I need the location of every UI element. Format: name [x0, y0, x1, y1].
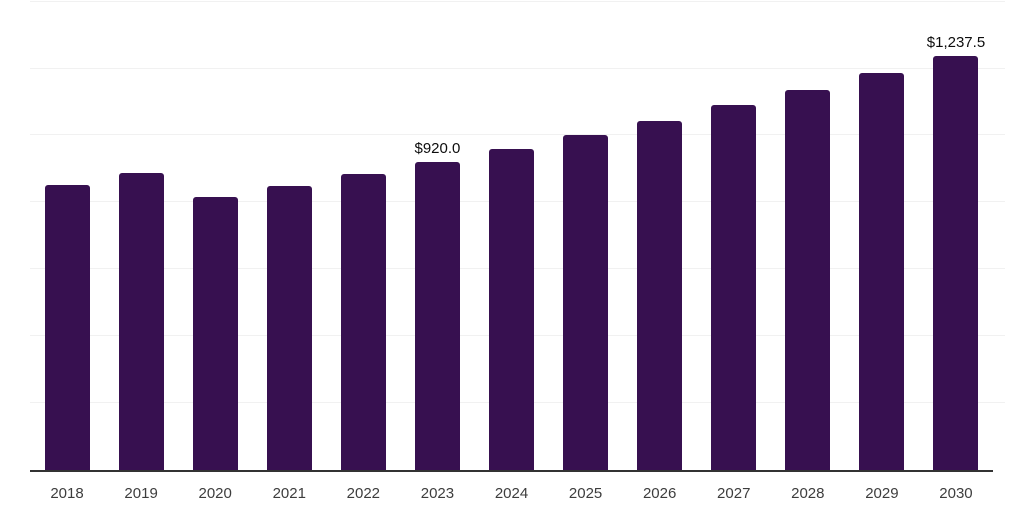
bar-slot-2028: [771, 0, 845, 470]
bar-slot-2021: [252, 0, 326, 470]
x-axis-label-2020: 2020: [198, 485, 232, 502]
bar-2028: [785, 89, 831, 470]
gridline-1000: [30, 134, 1005, 136]
bar-2020: [192, 197, 238, 470]
bar-2022: [340, 173, 386, 470]
bar-2023: $920.0: [414, 140, 460, 470]
x-axis-label-2026: 2026: [642, 485, 677, 502]
x-axis-label-2027: 2027: [717, 485, 751, 502]
bar-slot-2022: [326, 0, 400, 470]
bar-slot-2018: [30, 0, 104, 470]
bar-slot-2029: [845, 0, 919, 470]
x-axis-label-2028: 2028: [791, 485, 825, 502]
bar-slot-2030: $1,237.5: [919, 0, 993, 470]
x-axis-label-2021: 2021: [272, 485, 306, 502]
bar-2025: [563, 135, 609, 470]
data-label-2030: $1,237.5: [926, 34, 986, 52]
bar-2026: [637, 120, 683, 470]
x-axis-label-2019: 2019: [124, 485, 158, 502]
bar-2029: [859, 73, 905, 470]
plot-area: $920.0 $1,237.5: [30, 0, 1005, 472]
bars: $920.0 $1,237.5: [30, 0, 993, 470]
data-label-2023: $920.0: [414, 140, 461, 158]
bar-slot-2019: [104, 0, 178, 470]
bar-2021: [266, 185, 312, 470]
bar-2024: [489, 148, 534, 470]
x-axis-label-2023: 2023: [420, 485, 455, 502]
bar-slot-2027: [697, 0, 771, 470]
x-axis-labels: 2018 2019 2020 2021 2022 2023 2024 2025 2026 2027…: [30, 472, 993, 503]
x-axis-label-2025: 2025: [568, 485, 603, 502]
bar-slot-2023: $920.0: [400, 0, 474, 470]
x-axis-label-2029: 2029: [865, 485, 899, 502]
x-axis-label-2030: 2030: [939, 485, 973, 502]
x-axis-label-2024: 2024: [494, 485, 529, 502]
bar-2027: [711, 105, 757, 470]
bar-slot-2025: [549, 0, 623, 470]
bar-slot-2026: [623, 0, 697, 470]
bar-2018: [44, 184, 90, 470]
gridline-1200: [30, 67, 1005, 69]
gridline-1400: [30, 0, 1005, 2]
bar-slot-2020: [178, 0, 252, 470]
x-axis-label-2018: 2018: [50, 485, 84, 502]
x-axis-label-2022: 2022: [346, 485, 381, 502]
bar-slot-2024: [474, 0, 548, 470]
bar-2019: [118, 172, 164, 470]
bar-2030: $1,237.5: [927, 34, 985, 470]
